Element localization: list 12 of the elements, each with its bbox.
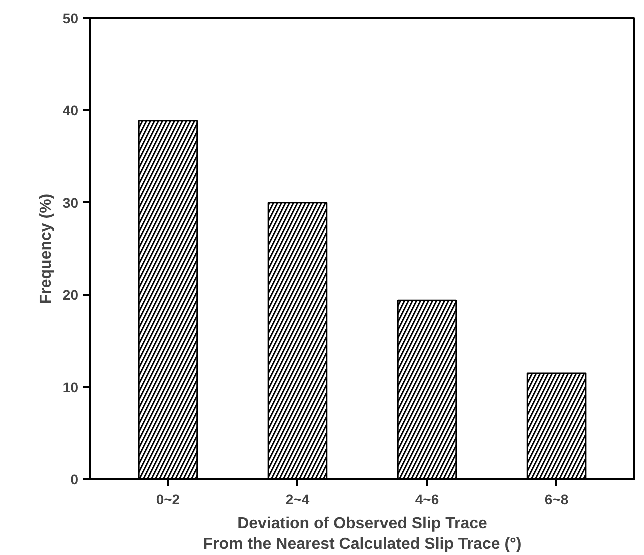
x-tick-label: 6~8 [544, 492, 569, 508]
y-tick-label: 50 [62, 10, 79, 26]
x-axis-title: Deviation of Observed Slip Trace From the Nearest Calculated Slip Trace (°) [203, 516, 522, 553]
y-axis-title: Frequency (%) [38, 194, 55, 304]
y-tick-label: 40 [62, 102, 79, 119]
y-tick-label: 30 [62, 194, 79, 211]
x-tick-label: 4~6 [415, 492, 440, 508]
y-tick-label: 20 [62, 287, 79, 304]
y-tick-label: 10 [62, 379, 79, 396]
y-tick-label: 0 [70, 472, 79, 488]
x-tick-label: 2~4 [286, 492, 310, 508]
x-tick-label: 0~2 [156, 492, 180, 508]
